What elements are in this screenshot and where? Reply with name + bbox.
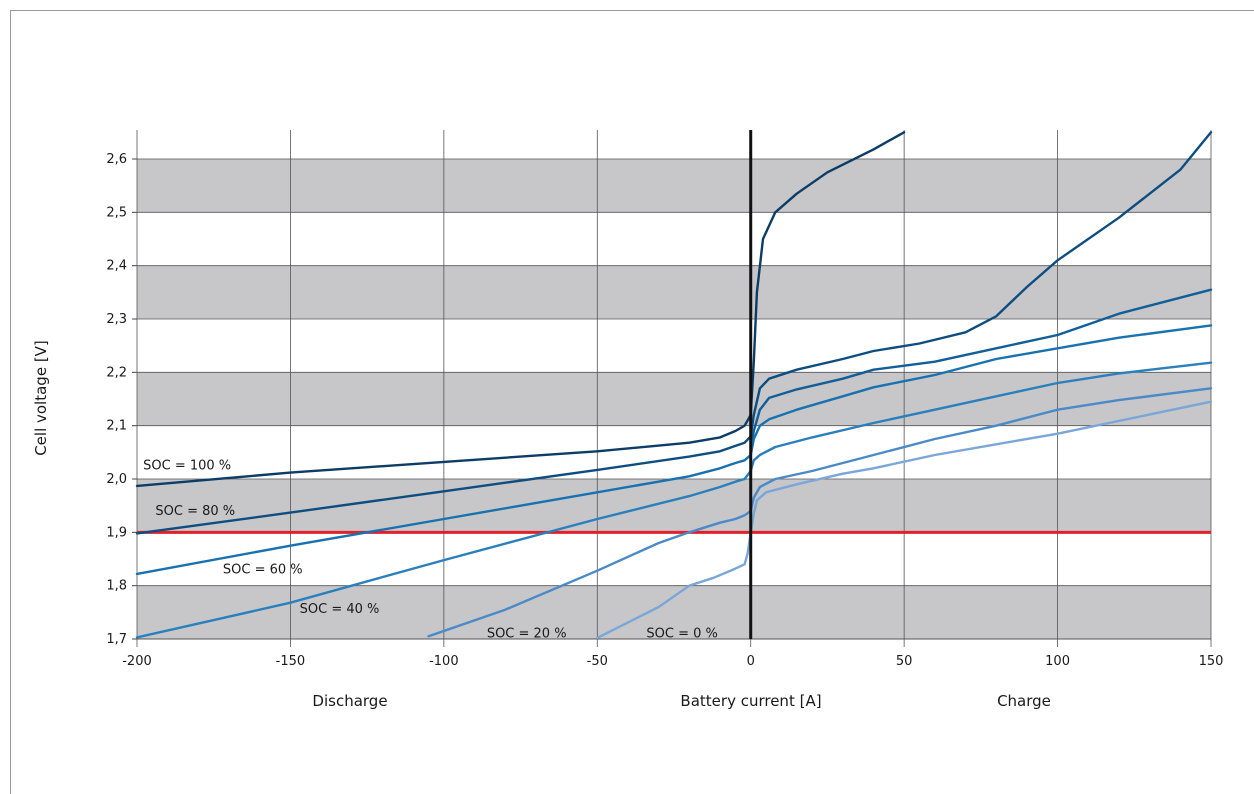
- x-tick-label: 150: [1199, 654, 1224, 669]
- y-tick-label: 2,6: [106, 152, 127, 167]
- x-tick-label: 100: [1045, 654, 1070, 669]
- series-line-3: [135, 324, 1213, 576]
- series-label: SOC = 100 %: [143, 459, 231, 474]
- series-line-5: [427, 387, 1213, 638]
- x-axis-label: Battery current [A]: [680, 692, 821, 710]
- y-tick-label: 2,0: [106, 472, 127, 487]
- y-tick-label: 2,5: [106, 205, 127, 220]
- series-label: SOC = 0 %: [646, 627, 717, 642]
- x-tick-label: -200: [122, 654, 152, 669]
- shaded-band-2: [137, 372, 1211, 426]
- series-line-4: [135, 361, 1213, 639]
- shaded-band-3: [137, 265, 1211, 319]
- y-tick-label: 1,7: [106, 632, 127, 647]
- y-tick-label: 2,1: [106, 419, 127, 434]
- discharge-label: Discharge: [312, 692, 387, 710]
- x-tick-label: -100: [429, 654, 459, 669]
- shaded-band-4: [137, 159, 1211, 213]
- x-tick-label: 50: [896, 654, 913, 669]
- series-label: SOC = 80 %: [155, 504, 235, 519]
- charge-label: Charge: [997, 692, 1051, 710]
- series-line-2: [749, 288, 1213, 449]
- chart-frame: [10, 10, 1254, 794]
- y-tick-label: 2,2: [106, 365, 127, 380]
- y-axis-label: Cell voltage [V]: [32, 340, 50, 456]
- series-label: SOC = 40 %: [300, 602, 380, 617]
- series-line-6: [596, 400, 1213, 640]
- series-line-1: [135, 131, 1213, 535]
- y-tick-label: 1,8: [106, 579, 127, 594]
- y-tick-label: 1,9: [106, 525, 127, 540]
- x-tick-label: -50: [587, 654, 608, 669]
- shaded-band-1: [137, 479, 1211, 533]
- x-tick-label: 0: [747, 654, 755, 669]
- y-tick-label: 2,3: [106, 312, 127, 327]
- series-label: SOC = 20 %: [487, 627, 567, 642]
- series-label: SOC = 60 %: [223, 563, 303, 578]
- x-tick-label: -150: [276, 654, 306, 669]
- y-tick-label: 2,4: [106, 259, 127, 274]
